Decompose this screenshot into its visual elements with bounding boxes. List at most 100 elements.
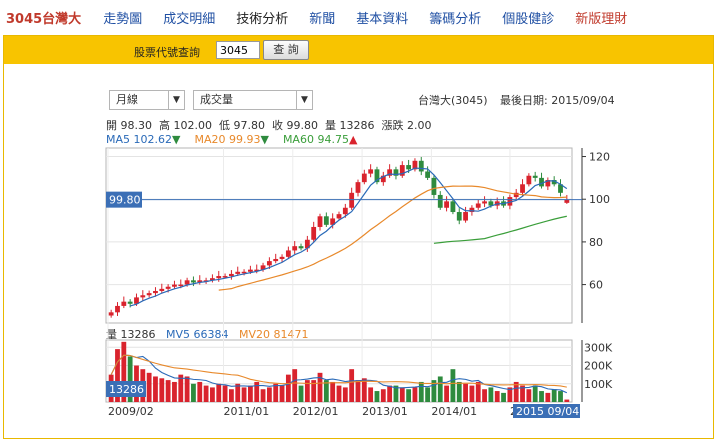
- ma60-legend: MA60 94.75: [282, 133, 349, 146]
- volume-bar: [336, 385, 342, 402]
- candle-body: [387, 169, 393, 176]
- volume-bar: [526, 389, 532, 402]
- volume-bar: [349, 369, 355, 402]
- volume-legend: 量 13286 MV5 66384 MV20 81471: [106, 326, 309, 342]
- volume-bar: [355, 380, 361, 402]
- volume-bar: [437, 376, 443, 402]
- nav-trade-detail[interactable]: 成交明細: [163, 11, 216, 27]
- candle-body: [336, 214, 342, 219]
- price-tick-label: 60: [589, 279, 603, 292]
- current-volume-label: 13286: [109, 383, 144, 396]
- candle-body: [488, 201, 494, 206]
- volume-bar: [115, 349, 120, 402]
- nav-basic-info[interactable]: 基本資料: [356, 11, 409, 27]
- ma20-line: [218, 185, 567, 291]
- current-volume-label-bg: [106, 381, 146, 397]
- volume-bar: [551, 389, 557, 402]
- candle-body: [545, 180, 551, 187]
- volume-bar: [520, 385, 525, 402]
- period-select[interactable]: 月線 ▼: [109, 90, 185, 110]
- volume-bar: [323, 380, 329, 402]
- top-nav: 3045台灣大 走勢圖 成交明細 技術分析 新聞 基本資料 籌碼分析 個股健診 …: [0, 0, 720, 34]
- candle-body: [469, 207, 475, 213]
- candle-body: [260, 265, 266, 270]
- volume-bar: [121, 341, 127, 402]
- candle-body: [178, 284, 184, 287]
- x-tick-label: 2009/02: [108, 405, 154, 418]
- candle-body: [349, 192, 355, 208]
- candle-body: [526, 175, 532, 185]
- volume-bar: [558, 391, 563, 402]
- candle-body: [254, 269, 260, 272]
- price-panel-frame: [105, 147, 573, 324]
- volume-bar: [342, 387, 348, 402]
- volume-bar: [254, 381, 260, 402]
- volume-bar: [235, 383, 241, 402]
- candle-body: [425, 171, 431, 178]
- volume-bar: [292, 369, 298, 402]
- candle-body: [380, 175, 386, 183]
- nav-news[interactable]: 新聞: [309, 11, 336, 27]
- candle-body: [437, 194, 443, 208]
- nav-new-finance[interactable]: 新版理財: [575, 11, 628, 27]
- indicator-select[interactable]: 成交量 ▼: [193, 90, 313, 110]
- volume-bar: [368, 387, 374, 402]
- candle-body: [532, 175, 538, 178]
- candle-body: [539, 177, 544, 187]
- volume-bar: [247, 385, 253, 402]
- candle-body: [165, 286, 171, 289]
- last-date-label-bg: [513, 404, 580, 418]
- volume-bar: [564, 399, 570, 402]
- candle-body: [564, 199, 570, 203]
- candle-body: [247, 269, 253, 272]
- candle-body: [184, 280, 190, 285]
- volume-bar: [184, 376, 190, 402]
- volume-bar: [203, 385, 209, 402]
- query-button[interactable]: 查 詢: [263, 40, 309, 60]
- candle-body: [191, 280, 196, 283]
- volume-bar: [241, 387, 247, 402]
- volume-bar: [539, 391, 544, 402]
- candle-body: [444, 201, 449, 208]
- volume-bar: [488, 387, 494, 402]
- indicator-value: 成交量: [200, 93, 233, 106]
- nav-trend[interactable]: 走勢圖: [103, 11, 143, 27]
- ma20-legend: MA20 99.93: [194, 133, 261, 146]
- chart-title: 台灣大(3045): [418, 94, 488, 107]
- volume-bar: [178, 374, 184, 402]
- mv20-line: [110, 354, 567, 388]
- volume-bar: [285, 374, 291, 402]
- volume-tick-label: 100K: [584, 378, 613, 391]
- stock-title[interactable]: 3045台灣大: [6, 11, 82, 27]
- vol-legend: 量 13286: [106, 328, 156, 341]
- candle-body: [374, 169, 380, 183]
- nav-technical[interactable]: 技術分析: [236, 11, 289, 27]
- volume-bar: [191, 383, 196, 402]
- volume-bar: [425, 387, 431, 402]
- volume-tick-label: 300K: [584, 341, 613, 354]
- volume-bar: [456, 381, 462, 402]
- volume-tick-label: 200K: [584, 360, 613, 373]
- volume-bar: [545, 392, 551, 402]
- volume-bar: [298, 385, 304, 402]
- ohlc-row: 開 98.30 高 102.00 低 97.80 收 99.80 量 13286…: [106, 117, 432, 133]
- close-value: 收 99.80: [272, 119, 318, 132]
- nav-chips[interactable]: 籌碼分析: [429, 11, 482, 27]
- volume-value: 量 13286: [325, 119, 375, 132]
- candle-body: [108, 312, 114, 316]
- volume-bar: [532, 385, 538, 402]
- query-bar: 股票代號查詢 查 詢: [4, 36, 713, 64]
- candle-body: [279, 256, 285, 259]
- volume-bar: [475, 381, 481, 402]
- nav-health[interactable]: 個股健診: [502, 11, 555, 27]
- candle-body: [406, 165, 412, 170]
- open-value: 開 98.30: [106, 119, 152, 132]
- candle-body: [235, 271, 241, 274]
- stock-code-input[interactable]: [216, 41, 260, 59]
- ma-legend: MA5 102.62▼ MA20 99.93▼ MA60 94.75▲: [106, 133, 357, 146]
- volume-bar: [418, 381, 424, 402]
- volume-bar: [330, 381, 336, 402]
- high-value: 高 102.00: [159, 119, 212, 132]
- candle-body: [323, 216, 329, 225]
